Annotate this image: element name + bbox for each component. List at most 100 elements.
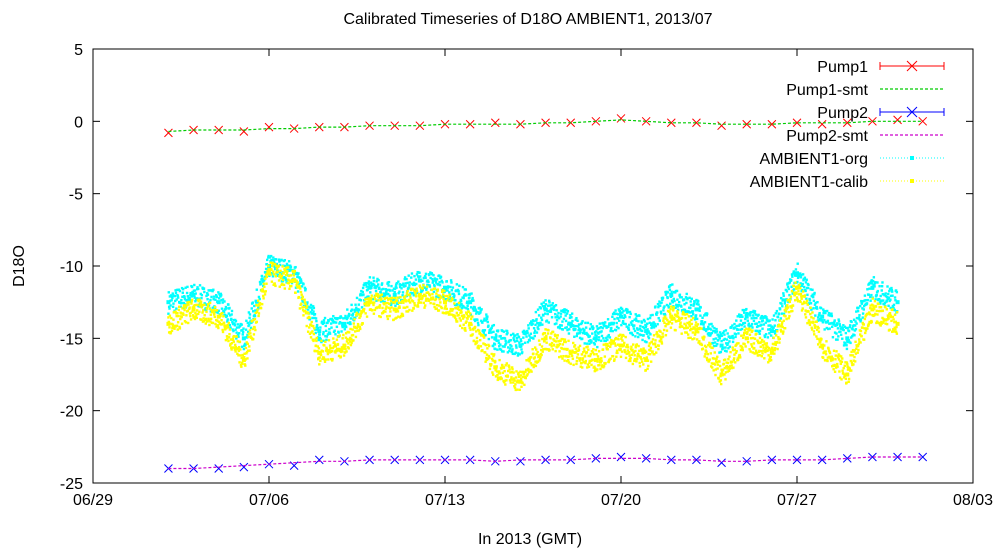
data-point [572,363,575,367]
data-point [755,332,758,335]
x-tick-label: 07/20 [601,492,641,509]
data-point [649,333,652,336]
data-point [286,266,290,269]
data-point [453,314,456,318]
data-point [200,303,204,307]
data-point [799,292,803,296]
data-point [799,287,802,290]
data-point [728,367,732,370]
data-point [535,331,539,334]
data-point [843,364,846,368]
data-point [483,317,486,320]
data-point [604,342,608,346]
data-point [540,316,543,319]
data-point [536,350,539,354]
data-point [335,349,338,353]
data-point [776,347,779,351]
data-point [521,375,525,379]
data-point [631,348,634,352]
data-point [768,359,771,362]
data-point [384,307,387,310]
data-point [415,273,419,276]
data-point [453,294,456,297]
data-point [761,352,764,355]
data-point [815,320,818,323]
data-point [591,351,595,354]
data-point [863,327,866,330]
data-point [638,327,642,330]
data-point [568,316,572,320]
data-point [804,289,807,293]
data-point [683,327,686,330]
data-point [313,316,316,320]
data-point [881,281,884,284]
data-point [832,322,836,325]
data-point [216,319,219,322]
data-point [427,299,431,302]
data-point [744,336,749,341]
data-point [249,332,252,335]
data-point [650,322,654,325]
data-point [242,347,246,351]
data-point [859,341,862,344]
data-point [278,273,282,276]
data-point [195,298,198,301]
data-point [642,318,646,322]
data-point [439,275,443,279]
data-point [551,302,554,305]
data-point [745,327,748,330]
data-point [198,298,201,301]
data-point [368,276,372,279]
data-point [584,361,587,365]
data-point [699,314,702,317]
data-point [836,327,840,330]
data-point [383,300,386,304]
data-point [175,307,178,310]
data-point [273,282,276,285]
data-point [241,358,246,363]
data-point [308,326,311,329]
data-point [557,311,560,315]
data-point [390,306,393,309]
data-point [792,272,795,275]
data-point [482,336,486,339]
data-point [221,330,225,334]
data-point [343,328,346,331]
data-point [311,312,315,315]
data-point [298,307,302,310]
data-point [498,358,501,362]
data-point [712,329,715,333]
data-point [319,353,323,357]
data-point [468,315,471,318]
data-point [637,344,640,348]
data-point [206,320,209,323]
data-point [643,349,647,352]
data-point [788,298,792,301]
data-point [703,321,707,324]
data-point [217,291,220,294]
data-point [781,321,784,324]
data-point [197,287,200,291]
data-point [244,328,248,331]
data-point [740,314,743,317]
data-point [436,283,440,286]
data-point [490,363,493,366]
data-point [424,276,427,280]
data-point [439,301,442,304]
data-point [580,321,584,325]
data-point [236,352,239,356]
data-point [226,337,229,341]
data-point [402,282,405,285]
data-point [284,278,288,281]
data-point [829,359,833,362]
y-tick-label: -10 [60,259,83,276]
data-point [602,364,606,368]
data-point [375,299,378,302]
data-point [256,304,260,307]
data-point [716,333,719,336]
data-point [542,348,545,351]
data-point [844,331,848,335]
data-point [563,359,566,362]
data-point [592,353,596,356]
data-point [843,374,847,377]
